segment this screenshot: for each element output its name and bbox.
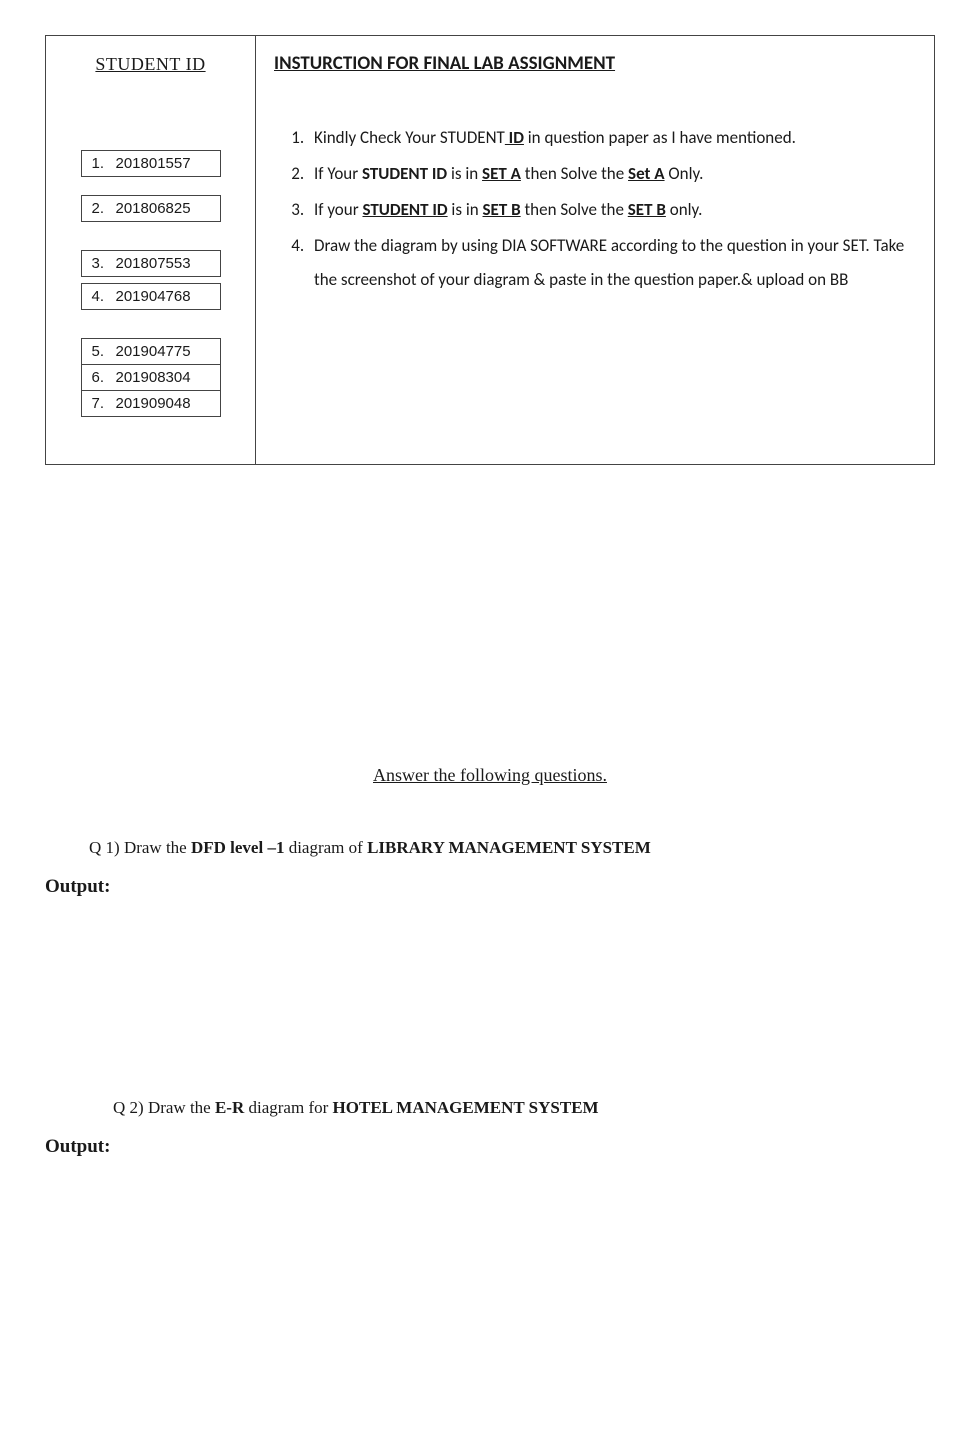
question-2: Q 2) Draw the E-R diagram for HOTEL MANA… <box>45 1098 935 1158</box>
student-id-value: 201909048 <box>116 395 191 412</box>
student-row: 5. 201904775 <box>81 338 221 365</box>
output-label: Output: <box>45 876 935 898</box>
question-2-text: Q 2) Draw the E-R diagram for HOTEL MANA… <box>45 1098 935 1118</box>
text-bold: DFD level –1 <box>191 838 284 857</box>
row-number: 4. <box>92 288 116 305</box>
student-id-value: 201908304 <box>116 369 191 386</box>
student-id-header: STUDENT ID <box>95 54 205 75</box>
text: diagram of <box>284 838 367 857</box>
question-1-text: Q 1) Draw the DFD level –1 diagram of LI… <box>45 838 935 858</box>
text-bold-underlined: SET A <box>482 163 521 184</box>
student-id-value: 201904775 <box>116 343 191 360</box>
row-number: 2. <box>92 200 116 217</box>
student-id-value: 201806825 <box>116 200 191 217</box>
text: If Your <box>314 163 362 184</box>
text-bold: LIBRARY MANAGEMENT SYSTEM <box>367 838 651 857</box>
student-row: 7. 201909048 <box>81 391 221 417</box>
text: then Solve the <box>521 199 628 220</box>
student-id-column: STUDENT ID 1. 201801557 2. 201806825 3. … <box>46 36 256 464</box>
text: only. <box>666 199 703 220</box>
student-id-value: 201801557 <box>116 155 191 172</box>
text-bold: HOTEL MANAGEMENT SYSTEM <box>333 1098 599 1117</box>
text: Q 1) Draw the <box>89 838 191 857</box>
text: diagram for <box>244 1098 332 1117</box>
row-number: 1. <box>92 155 116 172</box>
instruction-item: Kindly Check Your STUDENT ID in question… <box>308 121 924 155</box>
text: then Solve the <box>521 163 628 184</box>
row-number: 3. <box>92 255 116 272</box>
instruction-item: If your STUDENT ID is in SET B then Solv… <box>308 193 924 227</box>
text-bold: STUDENT ID <box>362 163 447 184</box>
text: Only. <box>665 163 704 184</box>
student-id-value: 201807553 <box>116 255 191 272</box>
instruction-title: INSTURCTION FOR FINAL LAB ASSIGNMENT <box>274 52 924 75</box>
student-row: 6. 201908304 <box>81 365 221 391</box>
text: Kindly Check Your STUDENT <box>314 127 505 148</box>
instruction-list: Kindly Check Your STUDENT ID in question… <box>274 121 924 297</box>
text: is in <box>447 163 482 184</box>
answer-heading: Answer the following questions. <box>45 765 935 786</box>
student-id-value: 201904768 <box>116 288 191 305</box>
text-bold-underlined: Set A <box>628 163 665 184</box>
question-1: Q 1) Draw the DFD level –1 diagram of LI… <box>45 838 935 898</box>
text: If your <box>314 199 362 220</box>
instruction-item: If Your STUDENT ID is in SET A then Solv… <box>308 157 924 191</box>
text: is in <box>448 199 483 220</box>
student-row: 4. 201904768 <box>81 283 221 310</box>
row-number: 6. <box>92 369 116 386</box>
output-label: Output: <box>45 1136 935 1158</box>
text: Draw the diagram by using DIA SOFTWARE a… <box>314 235 904 290</box>
instruction-column: INSTURCTION FOR FINAL LAB ASSIGNMENT Kin… <box>256 36 934 464</box>
text-bold-underlined: SET B <box>483 199 521 220</box>
text-bold-underlined: STUDENT ID <box>362 199 447 220</box>
text-bold-underlined: SET B <box>628 199 666 220</box>
student-row: 2. 201806825 <box>81 195 221 222</box>
row-number: 5. <box>92 343 116 360</box>
instruction-item: Draw the diagram by using DIA SOFTWARE a… <box>308 229 924 297</box>
student-row: 1. 201801557 <box>81 150 221 177</box>
student-id-list: 1. 201801557 2. 201806825 3. 201807553 4… <box>81 150 221 417</box>
instruction-table: STUDENT ID 1. 201801557 2. 201806825 3. … <box>45 35 935 465</box>
text: Q 2) Draw the <box>113 1098 215 1117</box>
student-row: 3. 201807553 <box>81 250 221 277</box>
text: in question paper as I have mentioned. <box>524 127 796 148</box>
text-underlined: ID <box>505 127 524 148</box>
text-bold: E-R <box>215 1098 244 1117</box>
row-number: 7. <box>92 395 116 412</box>
